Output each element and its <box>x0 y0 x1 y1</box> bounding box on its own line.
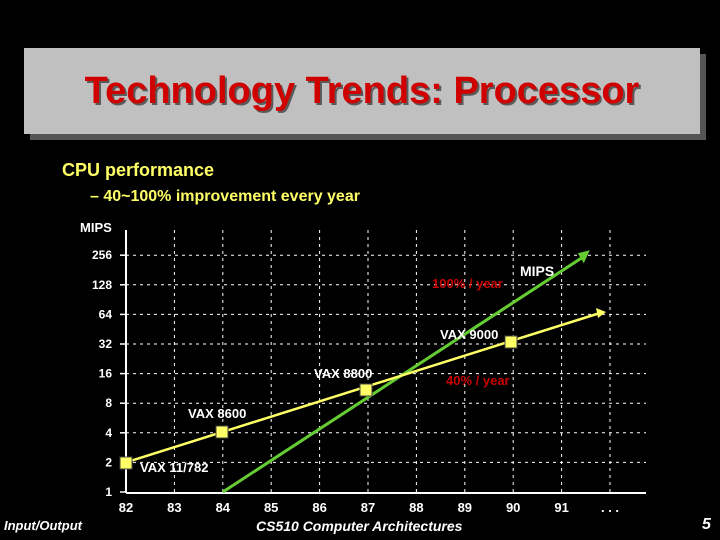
series-label-40pct: 40% / year <box>446 373 510 388</box>
series-label-100pct: 100% / year <box>432 276 503 291</box>
x-tick-label: 83 <box>167 500 181 515</box>
y-tick-label: 16 <box>99 367 113 381</box>
data-point-marker <box>215 425 229 439</box>
x-tick-label: 89 <box>458 500 472 515</box>
y-axis-label: MIPS <box>80 220 112 235</box>
y-tick-label: 32 <box>99 337 113 351</box>
slide-title: Technology Trends: Processor <box>84 69 640 112</box>
y-tick-label: 1 <box>105 485 112 499</box>
x-tick-label: 91 <box>554 500 568 515</box>
y-tick-label: 8 <box>105 396 112 410</box>
x-tick-label: 86 <box>312 500 326 515</box>
data-point-marker <box>359 383 373 397</box>
arrowhead-100pct <box>577 250 590 264</box>
x-tick-label: . . . <box>601 500 619 515</box>
x-tick-label: 90 <box>506 500 520 515</box>
bullet-cpu-performance: CPU performance <box>62 160 215 180</box>
x-tick-label: 85 <box>264 500 278 515</box>
point-label-vax-8600: VAX 8600 <box>188 406 246 421</box>
bullet-improvement: – 40~100% improvement every year <box>90 188 360 205</box>
x-tick-label: 87 <box>361 500 375 515</box>
y-tick-label: 64 <box>99 307 113 321</box>
annotation-mips: MIPS <box>520 263 554 279</box>
x-tick-label: 82 <box>119 500 133 515</box>
page-number: 5 <box>702 516 711 533</box>
y-tick-label: 256 <box>92 248 112 262</box>
point-label-vax-11-782: VAX 11/782 <box>140 460 208 475</box>
data-point-marker <box>504 335 518 349</box>
footer-center: CS510 Computer Architectures <box>256 518 463 534</box>
x-tick-label: 88 <box>409 500 423 515</box>
data-point-marker <box>119 456 133 470</box>
footer-left: Input/Output <box>4 518 82 533</box>
y-tick-label: 128 <box>92 278 112 292</box>
arrowhead-40pct <box>596 308 606 318</box>
y-tick-label: 2 <box>105 455 112 469</box>
x-tick-label: 84 <box>216 500 231 515</box>
point-label-vax-9000: VAX 9000 <box>440 327 498 342</box>
y-tick-label: 4 <box>105 426 112 440</box>
title-box: Technology Trends: Processor <box>24 48 700 134</box>
point-label-vax-8800: VAX 8800 <box>314 366 372 381</box>
